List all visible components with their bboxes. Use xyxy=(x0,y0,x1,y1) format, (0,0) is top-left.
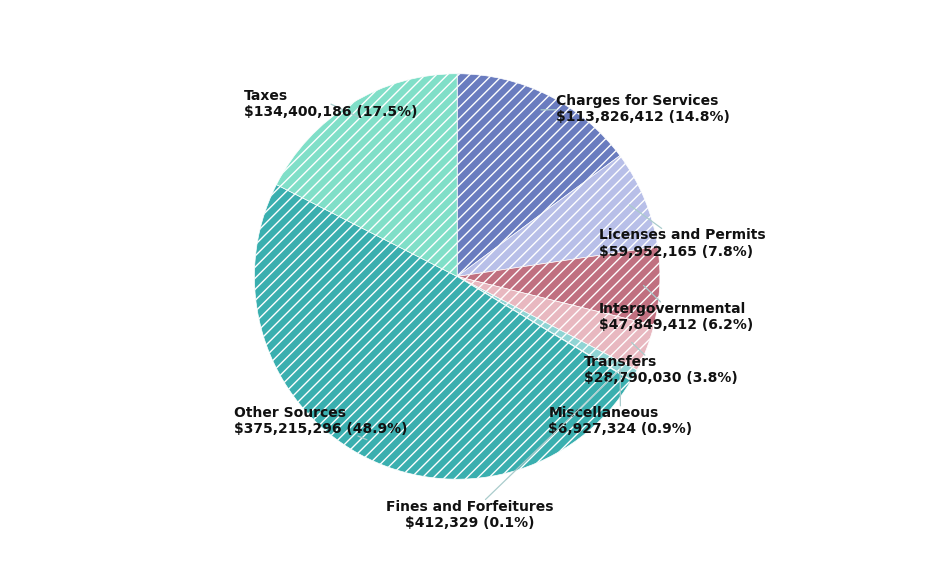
Wedge shape xyxy=(457,247,660,325)
Wedge shape xyxy=(276,74,457,276)
Text: Licenses and Permits
$59,952,165 (7.8%): Licenses and Permits $59,952,165 (7.8%) xyxy=(599,205,766,259)
Text: Charges for Services
$113,826,412 (14.8%): Charges for Services $113,826,412 (14.8%… xyxy=(541,94,730,124)
Text: Other Sources
$375,215,296 (48.9%): Other Sources $375,215,296 (48.9%) xyxy=(234,406,408,439)
Wedge shape xyxy=(457,156,658,276)
Wedge shape xyxy=(457,276,654,370)
Text: Intergovernmental
$47,849,412 (6.2%): Intergovernmental $47,849,412 (6.2%) xyxy=(599,286,753,332)
Wedge shape xyxy=(457,74,620,276)
Wedge shape xyxy=(457,276,637,380)
Text: Miscellaneous
$6,927,324 (0.9%): Miscellaneous $6,927,324 (0.9%) xyxy=(549,367,692,436)
Text: Taxes
$134,400,186 (17.5%): Taxes $134,400,186 (17.5%) xyxy=(244,89,418,119)
Wedge shape xyxy=(255,184,631,479)
Text: Fines and Forfeitures
$412,329 (0.1%): Fines and Forfeitures $412,329 (0.1%) xyxy=(386,372,618,530)
Wedge shape xyxy=(457,276,632,381)
Text: Transfers
$28,790,030 (3.8%): Transfers $28,790,030 (3.8%) xyxy=(584,343,738,385)
